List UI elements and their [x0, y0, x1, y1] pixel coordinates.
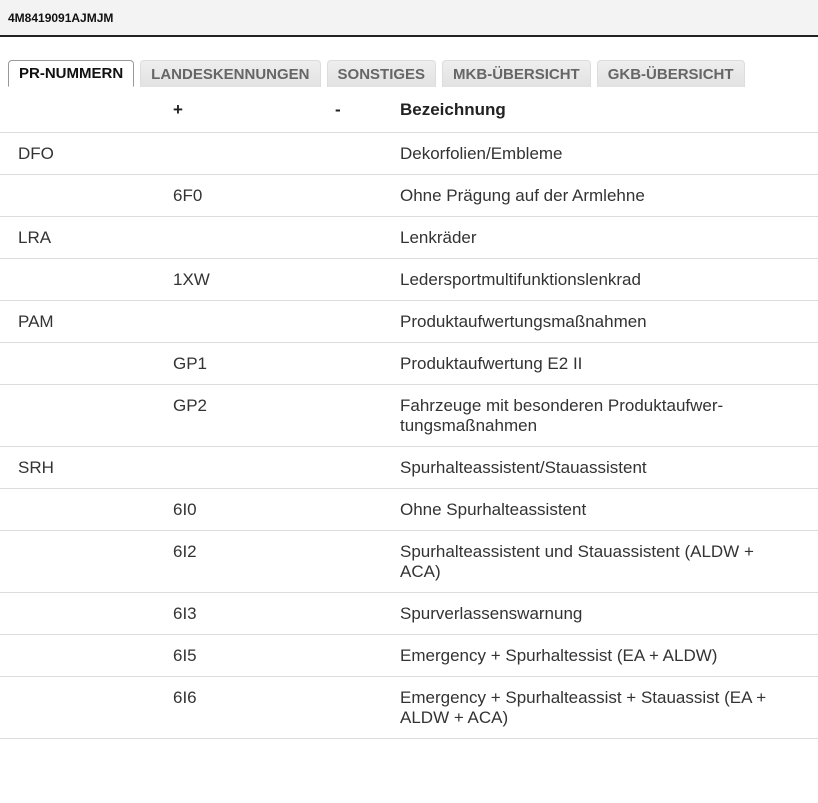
plus-cell: 6F0 — [173, 186, 203, 205]
minus-cell — [335, 635, 400, 677]
table-row: 6I2 Spurhalteassistent und Stauassistent … — [0, 531, 818, 593]
minus-cell — [335, 531, 400, 593]
plus-cell: 1XW — [173, 270, 210, 289]
table-row: 1XW Ledersportmultifunktionslenkrad — [0, 259, 818, 301]
table-row: 6I0 Ohne Spurhalteassistent — [0, 489, 818, 531]
description-cell: Ledersportmultifunktionslenkrad — [400, 270, 641, 289]
table-row: GP1 Produktaufwertung E2 II — [0, 343, 818, 385]
plus-cell — [173, 133, 335, 175]
minus-cell — [335, 343, 400, 385]
family-cell — [0, 593, 173, 635]
description-cell: Lenkräder — [400, 228, 477, 247]
minus-cell — [335, 301, 400, 343]
family-cell — [0, 635, 173, 677]
plus-cell — [173, 447, 335, 489]
minus-cell — [335, 133, 400, 175]
family-cell: LRA — [18, 228, 52, 247]
description-cell: Spurhalteassistent/Stauassistent — [400, 458, 647, 477]
family-cell: PAM — [18, 312, 54, 331]
column-header-family — [0, 88, 173, 133]
family-cell — [0, 489, 173, 531]
description-cell: Fahrzeuge mit besonderen Produktaufwer-t… — [400, 396, 724, 435]
family-cell: DFO — [18, 144, 54, 163]
table-row: SRH Spurhalteassistent/Stauassistent — [0, 447, 818, 489]
plus-cell — [173, 217, 335, 259]
page-title: 4M8419091AJMJM — [8, 10, 114, 25]
table-row: PAM Produktaufwertungsmaßnahmen — [0, 301, 818, 343]
minus-cell — [335, 447, 400, 489]
tab-mkb-übersicht[interactable]: MKB-ÜBERSICHT — [442, 60, 591, 87]
family-cell — [0, 677, 173, 739]
column-header-minus: - — [335, 100, 341, 119]
table-header-row: + - Bezeichnung — [0, 88, 818, 133]
minus-cell — [335, 677, 400, 739]
table-row: 6I5 Emergency + Spurhaltessist (EA + ALDW… — [0, 635, 818, 677]
description-cell: Produktaufwertungsmaßnahmen — [400, 312, 647, 331]
table-row: 6I3 Spurverlassenswarnung — [0, 593, 818, 635]
table-row: DFO Dekorfolien/Embleme — [0, 133, 818, 175]
tab-landeskennungen[interactable]: LANDESKENNUNGEN — [140, 60, 321, 87]
plus-cell: 6I2 — [173, 542, 197, 561]
plus-cell: 6I3 — [173, 604, 197, 623]
family-cell — [0, 259, 173, 301]
column-header-description: Bezeichnung — [400, 100, 506, 119]
table-row: 6I6 Emergency + Spurhalteassist + Stauass… — [0, 677, 818, 739]
description-cell: Produktaufwertung E2 II — [400, 354, 583, 373]
description-cell: Emergency + Spurhaltessist (EA + ALDW) — [400, 646, 718, 665]
plus-cell: 6I6 — [173, 688, 197, 707]
minus-cell — [335, 217, 400, 259]
header-bar: 4M8419091AJMJM — [0, 0, 818, 37]
minus-cell — [335, 175, 400, 217]
family-cell: SRH — [18, 458, 54, 477]
tab-sonstiges[interactable]: SONSTIGES — [326, 60, 437, 87]
family-cell — [0, 385, 173, 447]
description-cell: Dekorfolien/Embleme — [400, 144, 563, 163]
minus-cell — [335, 385, 400, 447]
plus-cell — [173, 301, 335, 343]
tab-gkb-übersicht[interactable]: GKB-ÜBERSICHT — [596, 60, 745, 87]
plus-cell: 6I5 — [173, 646, 197, 665]
plus-cell: GP2 — [173, 396, 208, 415]
column-header-plus: + — [173, 100, 183, 119]
pr-numbers-table: + - Bezeichnung DFO Dekorfolien/Embleme 6F… — [0, 88, 818, 739]
table-row: GP2 Fahrzeuge mit besonderen Produktaufwe… — [0, 385, 818, 447]
table-row: 6F0 Ohne Prägung auf der Armlehne — [0, 175, 818, 217]
description-cell: Spurverlassenswarnung — [400, 604, 583, 623]
minus-cell — [335, 489, 400, 531]
description-cell: Emergency + Spurhalteassist + Stauassist… — [400, 688, 767, 727]
plus-cell: 6I0 — [173, 500, 197, 519]
description-cell: Spurhalteassistent und Stauassistent (AL… — [400, 542, 754, 581]
tab-pr-nummern[interactable]: PR-NUMMERN — [8, 60, 135, 87]
description-cell: Ohne Spurhalteassistent — [400, 500, 587, 519]
minus-cell — [335, 593, 400, 635]
minus-cell — [335, 259, 400, 301]
family-cell — [0, 175, 173, 217]
plus-cell: GP1 — [173, 354, 208, 373]
family-cell — [0, 531, 173, 593]
tab-bar: PR-NUMMERN LANDESKENNUNGEN SONSTIGES MKB-ÜB… — [8, 60, 818, 87]
table-row: LRA Lenkräder — [0, 217, 818, 259]
family-cell — [0, 343, 173, 385]
description-cell: Ohne Prägung auf der Armlehne — [400, 186, 645, 205]
